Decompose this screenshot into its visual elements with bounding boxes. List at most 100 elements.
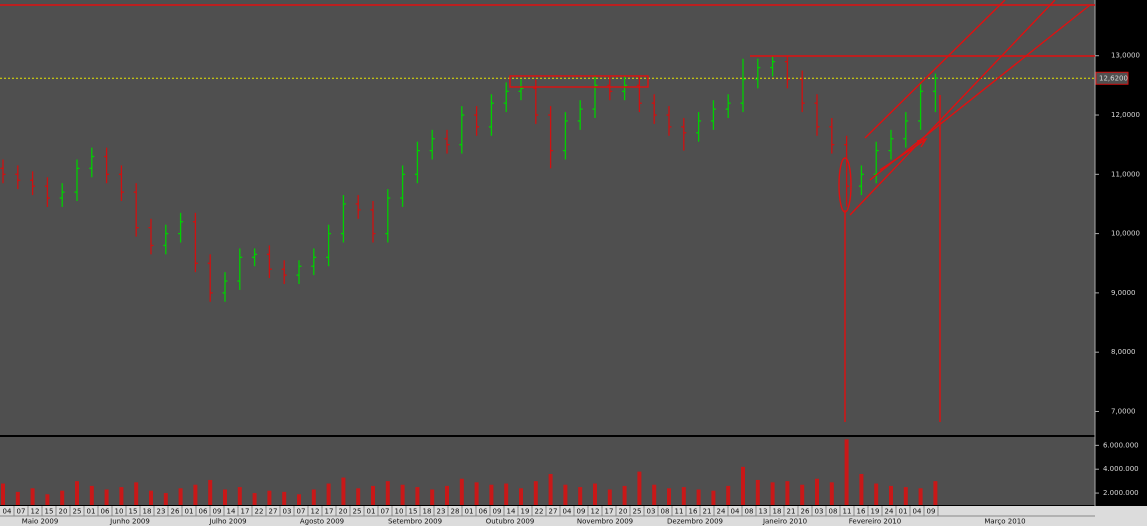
price-bar xyxy=(725,94,731,118)
day-label: 12 xyxy=(311,508,320,516)
price-bar xyxy=(844,135,850,207)
volume-bar xyxy=(563,484,568,505)
volume-bar xyxy=(918,488,923,505)
price-bar xyxy=(15,165,21,190)
price-bar xyxy=(577,100,583,130)
last-price-label: 12,6200 xyxy=(1099,74,1128,82)
y-tick-label: 10,0000 xyxy=(1111,230,1140,238)
day-label: 01 xyxy=(87,508,96,516)
day-label: 17 xyxy=(605,508,614,516)
day-label: 23 xyxy=(437,508,446,516)
volume-bar xyxy=(726,485,731,505)
day-label: 01 xyxy=(367,508,376,516)
day-label: 09 xyxy=(927,508,936,516)
volume-bar xyxy=(356,488,361,505)
y-tick-label: 9,0000 xyxy=(1111,289,1136,297)
price-bar xyxy=(296,260,302,284)
price-bar xyxy=(607,76,613,101)
price-bar xyxy=(888,129,894,160)
price-bar xyxy=(562,112,568,160)
price-bar xyxy=(814,94,820,136)
day-label: 15 xyxy=(129,508,138,516)
price-bar xyxy=(207,254,213,302)
volume-bar xyxy=(15,491,20,505)
volume-bar xyxy=(637,471,642,505)
channel-line xyxy=(864,0,1006,139)
price-bar xyxy=(370,200,376,243)
volume-bar xyxy=(889,485,893,505)
day-label: 08 xyxy=(829,508,838,516)
day-label: 08 xyxy=(745,508,754,516)
price-bar xyxy=(444,129,450,154)
y-tick-label: 8,0000 xyxy=(1111,348,1136,356)
volume-tick-label: 4.000.000 xyxy=(1103,465,1139,473)
day-label: 28 xyxy=(451,508,460,516)
volume-bar xyxy=(933,481,938,505)
price-bar xyxy=(636,76,642,113)
price-bar xyxy=(488,94,494,136)
y-tick-label: 7,0000 xyxy=(1111,407,1136,415)
volume-bar xyxy=(104,489,109,505)
day-label: 15 xyxy=(409,508,418,516)
price-bar xyxy=(503,82,509,113)
price-bar xyxy=(710,100,716,130)
day-label: 20 xyxy=(339,508,348,516)
month-label: Outubro 2009 xyxy=(486,518,535,526)
volume-bar xyxy=(237,487,242,505)
day-label: 14 xyxy=(227,508,236,516)
day-label: 18 xyxy=(143,508,152,516)
last-price-box xyxy=(1095,71,1129,85)
volume-bar xyxy=(770,482,775,505)
volume-bar xyxy=(252,493,257,505)
volume-bar xyxy=(681,487,686,505)
price-bar xyxy=(311,248,317,276)
day-label: 14 xyxy=(507,508,516,516)
volume-bar xyxy=(903,487,908,505)
day-label: 18 xyxy=(423,508,432,516)
day-label: 17 xyxy=(325,508,334,516)
day-label: 16 xyxy=(857,508,866,516)
day-label: 03 xyxy=(283,508,292,516)
day-label: 09 xyxy=(493,508,502,516)
day-label: 04 xyxy=(3,508,12,516)
day-label: 06 xyxy=(199,508,208,516)
month-label: Fevereiro 2010 xyxy=(849,518,901,526)
volume-bar xyxy=(667,488,671,505)
volume-bar xyxy=(385,481,390,505)
volume-bar xyxy=(696,489,701,505)
volume-bar xyxy=(415,487,420,505)
price-bar xyxy=(681,117,687,151)
day-label: 25 xyxy=(353,508,362,516)
day-label: 10 xyxy=(115,508,124,516)
volume-bar xyxy=(341,477,346,505)
volume-bar xyxy=(504,483,509,505)
day-label: 01 xyxy=(185,508,194,516)
day-label: 27 xyxy=(549,508,558,516)
price-bar xyxy=(932,73,938,113)
day-label: 08 xyxy=(661,508,670,516)
price-bar xyxy=(178,212,184,243)
price-bar xyxy=(148,218,154,255)
price-bar xyxy=(340,195,346,243)
price-bar xyxy=(266,245,272,279)
price-bar xyxy=(222,272,228,302)
volume-bar xyxy=(400,484,405,505)
volume-bar xyxy=(474,482,479,505)
day-label: 25 xyxy=(73,508,82,516)
volume-bar xyxy=(593,483,597,505)
day-label: 06 xyxy=(479,508,488,516)
price-bar xyxy=(666,106,672,136)
volume-bar xyxy=(445,485,449,505)
volume-bar xyxy=(371,485,375,505)
price-bar xyxy=(770,55,776,77)
day-label: 18 xyxy=(773,508,782,516)
volume-bar xyxy=(459,478,464,505)
volume-bar xyxy=(178,488,183,505)
month-label: Dezembro 2009 xyxy=(667,518,723,526)
y-tick-label: 11,0000 xyxy=(1111,170,1140,178)
volume-bar xyxy=(711,490,716,505)
arrow xyxy=(879,139,926,171)
arrow-head xyxy=(916,137,928,148)
day-label: 07 xyxy=(297,508,306,516)
